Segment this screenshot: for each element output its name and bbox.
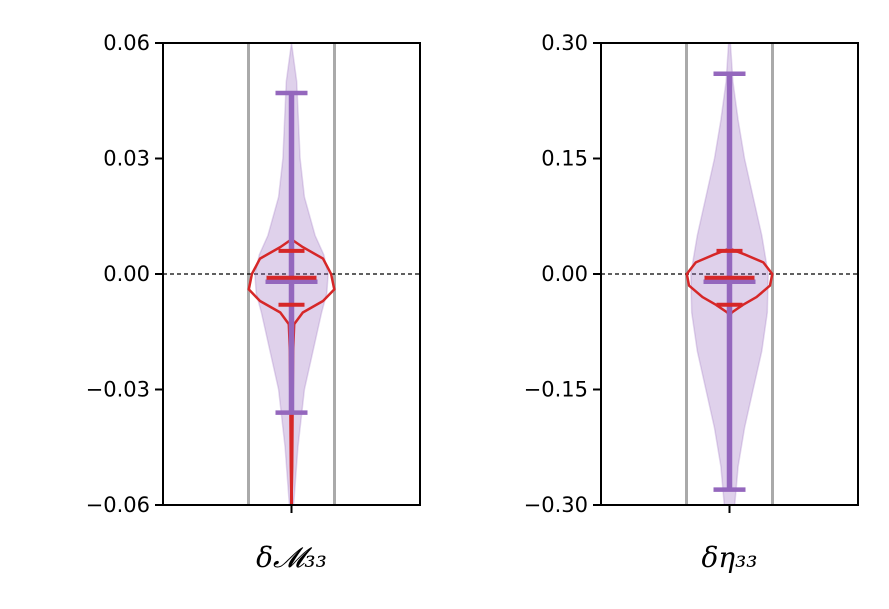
plot-area bbox=[601, 43, 858, 505]
plot-area bbox=[163, 43, 420, 505]
y-tick-label: −0.06 bbox=[86, 493, 150, 517]
x-category-label: δη₃₃ bbox=[701, 541, 757, 574]
y-tick-label: 0.00 bbox=[541, 262, 588, 286]
y-tick-label: 0.15 bbox=[541, 147, 588, 171]
y-tick-label: −0.03 bbox=[86, 378, 150, 402]
y-tick-label: −0.30 bbox=[524, 493, 588, 517]
y-tick-label: 0.30 bbox=[541, 31, 588, 55]
y-tick-label: 0.03 bbox=[103, 147, 150, 171]
y-tick-label: 0.06 bbox=[103, 31, 150, 55]
y-tick-label: −0.15 bbox=[524, 378, 588, 402]
x-category-label: δ𝓜₃₃ bbox=[256, 541, 327, 574]
panel-2: 0.30 0.15 0.00 −0.15 −0.30 δη₃₃ bbox=[524, 31, 859, 574]
violin-outline-narrow bbox=[247, 238, 336, 505]
y-tick-label: 0.00 bbox=[103, 262, 150, 286]
panel-1: 0.06 0.03 0.00 −0.03 −0.06 δ𝓜₃₃ bbox=[86, 31, 421, 574]
